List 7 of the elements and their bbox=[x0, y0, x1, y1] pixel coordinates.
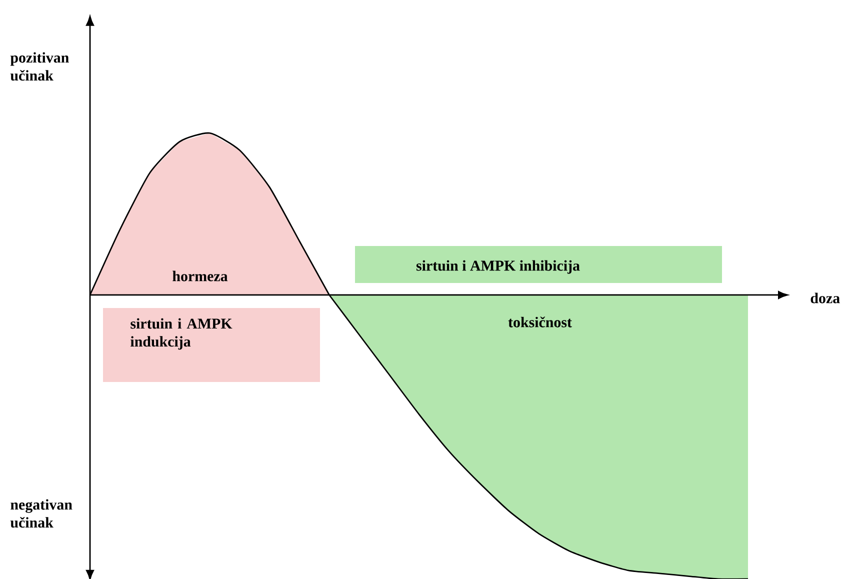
annotation: hormeza bbox=[172, 270, 228, 282]
x-axis-title: doza bbox=[810, 292, 840, 304]
text: negativan učinak bbox=[10, 499, 72, 528]
annotation: sirtuin i AMPK indukcija bbox=[130, 318, 232, 350]
annotation: toksičnost bbox=[508, 316, 572, 328]
annotation: sirtuin i AMPK inhibicija bbox=[416, 260, 580, 274]
y-axis-title: pozitivan učinak bbox=[10, 52, 69, 81]
